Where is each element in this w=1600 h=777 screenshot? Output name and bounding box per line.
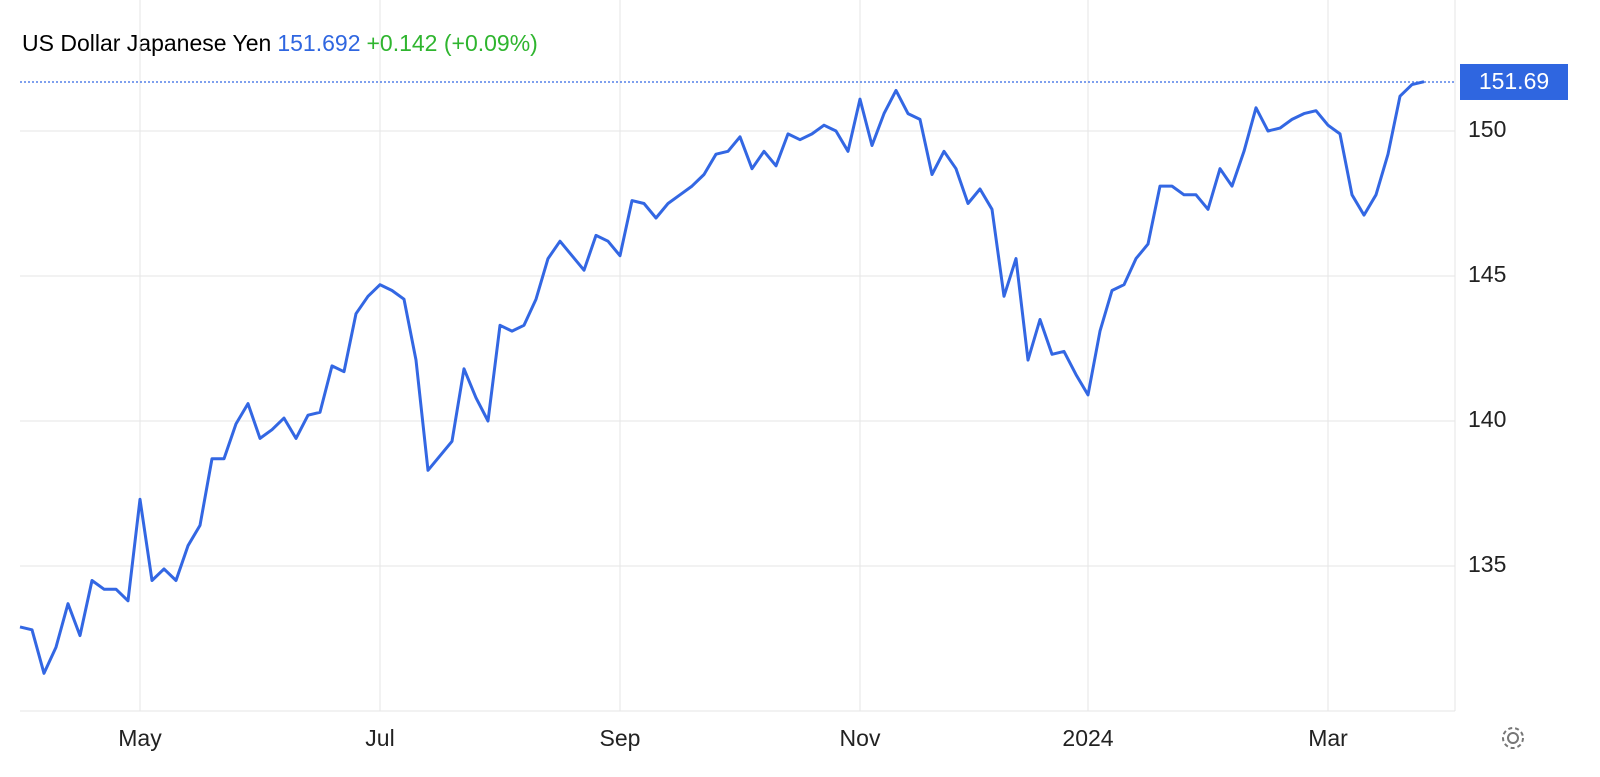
x-tick-label: Mar [1308,725,1348,751]
instrument-name: US Dollar Japanese Yen [22,30,272,56]
settings-icon[interactable] [1502,727,1524,749]
y-tick-label: 150 [1468,116,1506,142]
current-price: 151.692 [277,30,361,56]
x-tick-label: Sep [600,725,641,751]
y-tick-label: 140 [1468,406,1506,432]
header: US Dollar Japanese Yen 151.692 +0.142 (+0.… [22,30,544,57]
price-line [19,80,1425,675]
x-tick-label: Nov [840,725,881,751]
price-change: +0.142 (+0.09%) [366,30,538,56]
x-tick-label: May [118,725,162,751]
y-tick-label: 135 [1468,551,1506,577]
y-tick-label: 145 [1468,261,1506,287]
last-price-box [1460,63,1568,100]
x-tick-label: 2024 [1062,725,1113,751]
x-tick-label: Jul [365,725,394,751]
last-price-label: 151.69 [1479,68,1549,94]
